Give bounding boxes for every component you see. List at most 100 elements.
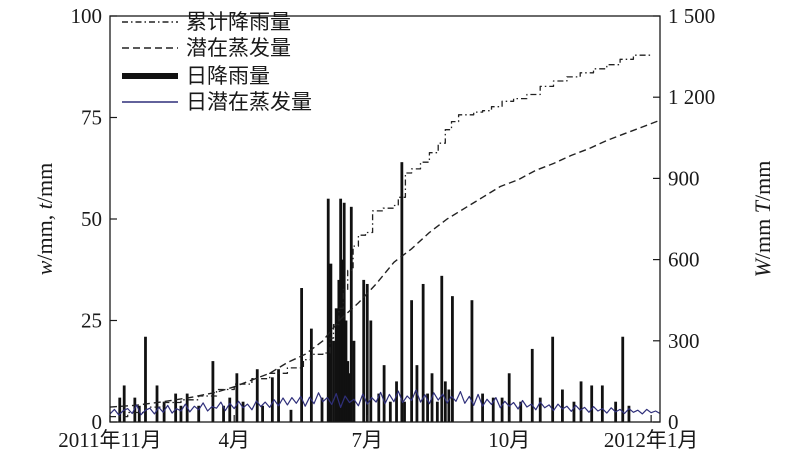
x-tick-label: 2012年1月: [604, 428, 699, 452]
rainfall-bar: [621, 336, 625, 422]
rainfall-bar: [481, 393, 484, 422]
rainfall-bar: [388, 401, 392, 422]
rainfall-bar: [241, 401, 245, 422]
rainfall-bar: [255, 369, 259, 422]
rainfall-bar: [410, 300, 414, 422]
right-axis-label-unit2: /mm: [750, 161, 775, 201]
rainfall-bar: [395, 381, 398, 422]
rainfall-bar: [277, 369, 280, 422]
rainfall-bar: [179, 405, 183, 422]
legend-label-cumulative-rainfall: 累计降雨量: [186, 10, 291, 34]
legend-item-potential-evaporation: 潜在蒸发量: [122, 36, 291, 60]
rainfall-bar: [155, 385, 159, 422]
rainfall-bar: [451, 296, 454, 422]
right-axis-label-var2: T: [750, 199, 775, 213]
rainfall-bar: [346, 361, 350, 422]
x-tick-label: 4月: [218, 428, 250, 452]
rainfall-bar: [197, 405, 201, 422]
rainfall-bar: [349, 206, 353, 422]
rainfall-bar: [174, 393, 178, 422]
left-tick-label: 0: [92, 410, 103, 434]
legend-item-cumulative-rainfall: 累计降雨量: [122, 10, 291, 34]
rainfall-bar: [500, 397, 504, 422]
left-axis-label-var2: t: [32, 202, 57, 209]
right-axis: 0 300 600 900 1 200 1 500: [653, 4, 715, 434]
right-tick-label: 1 500: [668, 4, 715, 28]
rainfall-bar: [211, 361, 215, 422]
x-tick-label: 7月: [352, 428, 384, 452]
rainfall-bar: [339, 198, 343, 422]
legend-label-daily-potential-evaporation: 日潜在蒸发量: [186, 90, 312, 114]
rainfall-bar: [348, 373, 351, 422]
left-tick-label: 100: [71, 4, 103, 28]
right-tick-label: 600: [668, 248, 700, 272]
left-axis-label-unit: /mm,: [32, 209, 57, 260]
rainfall-bar: [365, 283, 369, 422]
rainfall-bar: [222, 405, 225, 422]
rainfall-bar: [352, 340, 356, 422]
x-tick-label: 10月: [488, 428, 530, 452]
rainfall-bar: [530, 348, 534, 422]
rainfall-bar: [133, 397, 137, 422]
potential-evaporation-line: [109, 119, 661, 408]
rainfall-bar: [270, 377, 274, 422]
rainfall-bar: [440, 275, 444, 422]
legend-label-daily-rainfall: 日降雨量: [186, 64, 270, 88]
rainfall-bar: [600, 385, 604, 422]
left-axis-label-unit2: /mm: [32, 163, 57, 203]
rainfall-bar: [261, 405, 264, 422]
rainfall-bar: [228, 397, 232, 422]
left-tick-label: 75: [81, 106, 102, 130]
rainfall-bar: [122, 385, 126, 422]
left-axis-label-var: w: [32, 260, 57, 275]
rainfall-bar: [627, 405, 631, 422]
rainfall-bar: [470, 300, 474, 422]
rainfall-bar: [369, 320, 373, 422]
rainfall-bar: [344, 320, 348, 422]
legend-item-daily-potential-evaporation: 日潜在蒸发量: [122, 90, 312, 114]
legend: 累计降雨量 潜在蒸发量 日降雨量 日潜在蒸发量: [122, 10, 312, 114]
rainfall-bar: [326, 198, 330, 422]
right-tick-label: 900: [668, 166, 700, 190]
right-tick-label: 300: [668, 329, 700, 353]
rainfall-bar: [579, 381, 583, 422]
rainfall-bar: [400, 162, 404, 422]
rainfall-bar: [309, 328, 313, 422]
rainfall-bar: [289, 409, 293, 422]
daily-rainfall-bars: [118, 162, 631, 422]
svg-text:w/mm, t/mm: w/mm, t/mm: [32, 163, 57, 276]
right-tick-label: 0: [668, 410, 679, 434]
rainfall-bar: [421, 283, 425, 422]
right-tick-label: 1 200: [668, 85, 715, 109]
rainfall-bar: [118, 397, 122, 422]
right-axis-label-var: W: [750, 257, 775, 277]
svg-text:W/mm T/mm: W/mm T/mm: [750, 161, 775, 278]
legend-item-daily-rainfall: 日降雨量: [122, 64, 270, 88]
rainfall-bar: [572, 401, 576, 422]
rainfall-bar: [435, 401, 439, 422]
rainfall-bar: [551, 336, 555, 422]
rainfall-bar: [491, 397, 495, 422]
left-axis-label: w/mm, t/mm: [32, 163, 57, 276]
series-lines: [109, 53, 661, 418]
rainfall-bar: [538, 397, 542, 422]
rainfall-bar: [590, 385, 594, 422]
rainfall-bar: [137, 405, 141, 422]
legend-label-potential-evaporation: 潜在蒸发量: [186, 36, 291, 60]
rainfall-bar: [320, 397, 324, 422]
rainfall-bar: [341, 259, 344, 422]
rainfall-bar: [300, 288, 304, 422]
left-tick-label: 50: [81, 207, 102, 231]
rainfall-bar: [426, 393, 429, 422]
cumulative-rainfall-line: [110, 53, 652, 418]
plot-area: [109, 15, 661, 423]
rainfall-bar: [403, 401, 406, 422]
rainfall-bar: [519, 401, 523, 422]
x-axis: 2011年11月 4月 7月 10月 2012年1月: [58, 415, 698, 452]
rainfall-bar: [342, 202, 346, 422]
rainfall-bar: [235, 373, 239, 422]
rainfall-bar: [329, 263, 333, 422]
rainfall-bar: [144, 336, 147, 422]
rainfall-bar: [382, 365, 386, 422]
